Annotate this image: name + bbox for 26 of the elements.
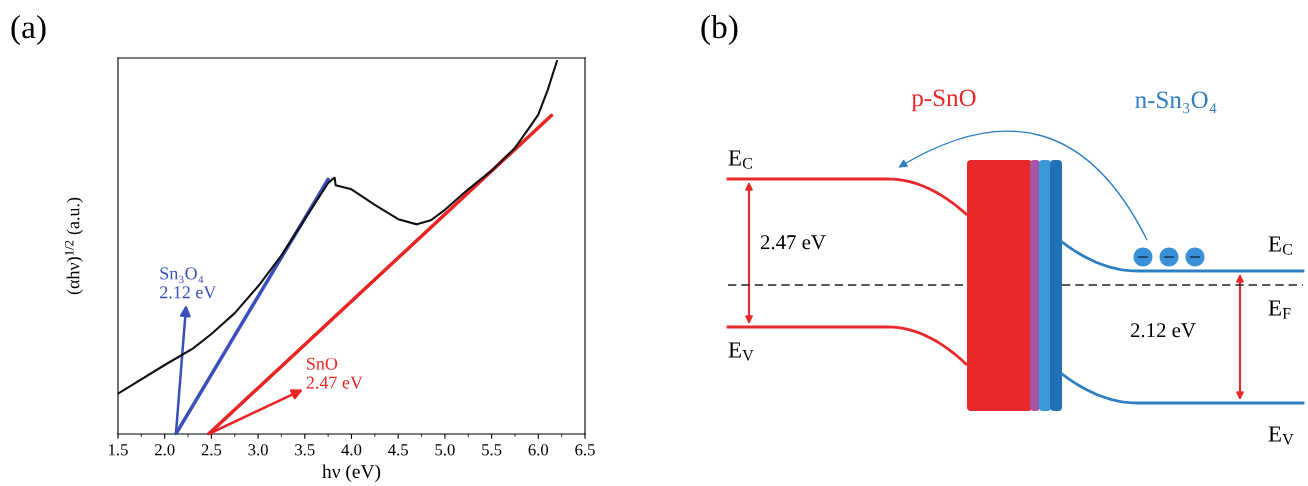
x-tick-label: 3.5 [295,444,315,456]
text: 2.47 eV [760,235,826,250]
x-tick-label: 5.0 [435,444,455,456]
x-tick-label: 4.5 [388,444,408,456]
text: n-Sn₃O₄ [1135,91,1217,114]
x-tick-label: 2.5 [201,444,222,456]
x-tick-label: 5.5 [482,444,502,456]
text: 2.12 eV [1130,323,1196,338]
text: E$_{F}$ [1268,300,1291,319]
text: E$_{V}$ [1268,426,1294,445]
text: E$_{C}$ [728,150,752,169]
text: (b) [701,14,738,46]
x-axis-title: hν (eV) [322,464,381,483]
text: E$_{V}$ [728,342,754,361]
x-tick-label: 6.0 [528,444,549,456]
y-axis-title: (αhν)$^{1/2}$ (a.u.) [65,197,84,295]
x-tick-label: 2.0 [155,444,175,456]
x-tick-label: 1.5 [109,444,128,456]
text: p-SnO [911,89,976,112]
chart-title: (a) [11,14,46,46]
annotation: Sn₃O₄ 2.12 eV [160,267,217,299]
annotation: SnO 2.47 eV [306,357,363,389]
x-tick-label: 6.5 [575,444,595,456]
x-tick-label: 3.0 [248,444,268,456]
text: E$_{C}$ [1268,236,1292,255]
x-tick-label: 4.0 [341,444,362,456]
